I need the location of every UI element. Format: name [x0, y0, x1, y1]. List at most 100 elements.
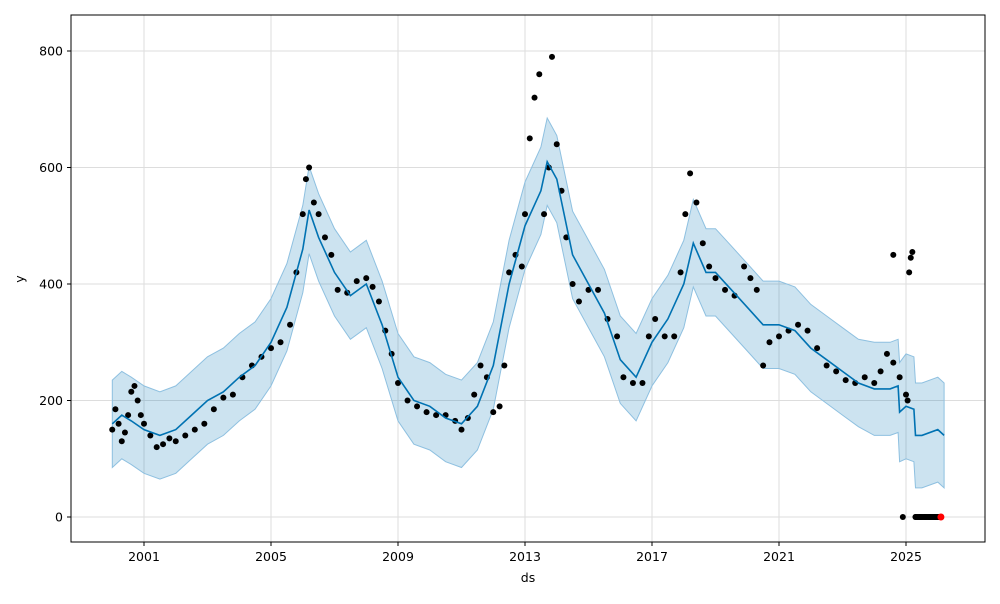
observed-point	[814, 345, 821, 352]
observed-point	[548, 53, 555, 60]
observed-point	[903, 391, 909, 398]
observed-point	[833, 368, 840, 375]
observed-point	[541, 211, 548, 218]
observed-point	[645, 333, 652, 340]
observed-point	[614, 333, 621, 340]
y-tick-label: 400	[39, 277, 63, 292]
observed-point	[531, 94, 538, 101]
observed-point	[125, 412, 132, 419]
observed-point	[753, 286, 760, 293]
observed-point	[906, 269, 913, 276]
observed-point	[131, 382, 138, 389]
observed-point	[172, 438, 179, 445]
grid-lines	[71, 15, 985, 542]
observed-point	[877, 368, 884, 375]
observed-point	[287, 321, 294, 328]
observed-point	[896, 374, 903, 381]
x-tick-label: 2013	[509, 549, 541, 564]
x-tick-label: 2005	[255, 549, 287, 564]
observed-point	[334, 286, 341, 293]
observed-point	[315, 211, 322, 218]
observed-point	[536, 71, 543, 78]
y-tick-label: 200	[39, 393, 63, 408]
y-tick-label: 800	[39, 44, 63, 59]
observed-point	[121, 429, 128, 436]
observed-point	[904, 397, 911, 404]
observed-point	[115, 420, 122, 427]
observed-point	[109, 426, 116, 433]
observed-point	[861, 374, 868, 381]
observed-point	[907, 254, 914, 261]
observed-point	[693, 199, 700, 206]
observed-point	[395, 380, 401, 387]
observed-point	[182, 432, 189, 439]
observed-point	[661, 333, 668, 340]
observed-point	[118, 438, 125, 445]
x-axis-label: ds	[521, 570, 535, 585]
observed-point	[229, 391, 236, 398]
observed-point	[629, 380, 636, 387]
observed-point	[191, 426, 198, 433]
y-axis-ticks: 0 200 400 600 800	[39, 44, 71, 525]
observed-point	[687, 170, 694, 177]
plot-frame	[70, 14, 986, 543]
observed-point	[477, 362, 484, 369]
observed-point	[909, 248, 916, 255]
observed-point	[639, 380, 646, 387]
observed-point	[458, 426, 465, 433]
observed-point	[137, 412, 144, 419]
observed-point	[706, 263, 713, 270]
observed-point	[353, 278, 360, 285]
forecast-line	[111, 159, 945, 437]
observed-point	[871, 380, 878, 387]
observed-point	[804, 327, 811, 334]
observed-point	[147, 432, 154, 439]
observed-point	[112, 406, 119, 413]
observed-point	[699, 240, 706, 247]
observed-point	[518, 263, 525, 270]
plot-background	[71, 15, 985, 542]
observed-point	[747, 275, 754, 282]
observed-point	[766, 339, 773, 346]
observed-point	[423, 409, 430, 416]
observed-point	[506, 269, 513, 276]
x-axis-ticks: 2001 2005 2009 2013 2017 2021 2025	[128, 542, 922, 564]
observed-point	[299, 211, 306, 218]
observed-point	[501, 362, 508, 369]
observed-point	[153, 444, 160, 451]
observed-point	[569, 281, 576, 287]
x-tick-label: 2001	[128, 549, 160, 564]
y-tick-label: 600	[39, 160, 63, 175]
observed-point	[776, 333, 782, 340]
observed-point	[321, 234, 328, 241]
observed-point	[375, 298, 382, 305]
observed-point	[268, 345, 274, 352]
observed-point	[496, 403, 503, 410]
observed-point	[795, 321, 802, 328]
observed-point	[141, 420, 147, 427]
uncertainty-band	[111, 116, 945, 490]
observed-points	[109, 53, 943, 520]
observed-point	[404, 397, 411, 404]
highlight-points	[937, 513, 945, 521]
observed-point	[671, 333, 678, 340]
observed-point	[277, 339, 284, 346]
observed-point	[553, 141, 560, 148]
observed-point	[741, 263, 748, 270]
observed-point	[328, 251, 335, 258]
observed-point	[883, 350, 890, 357]
observed-point	[433, 412, 440, 419]
observed-point	[677, 269, 684, 276]
observed-point	[595, 286, 602, 293]
observed-point	[160, 441, 167, 448]
y-tick-label: 0	[55, 510, 63, 525]
observed-point	[369, 283, 376, 290]
observed-point	[306, 164, 313, 171]
observed-point	[302, 176, 309, 183]
observed-point	[652, 315, 659, 322]
observed-point	[722, 286, 729, 293]
x-tick-label: 2025	[890, 549, 922, 564]
observed-point	[620, 374, 627, 381]
observed-point	[134, 397, 141, 404]
